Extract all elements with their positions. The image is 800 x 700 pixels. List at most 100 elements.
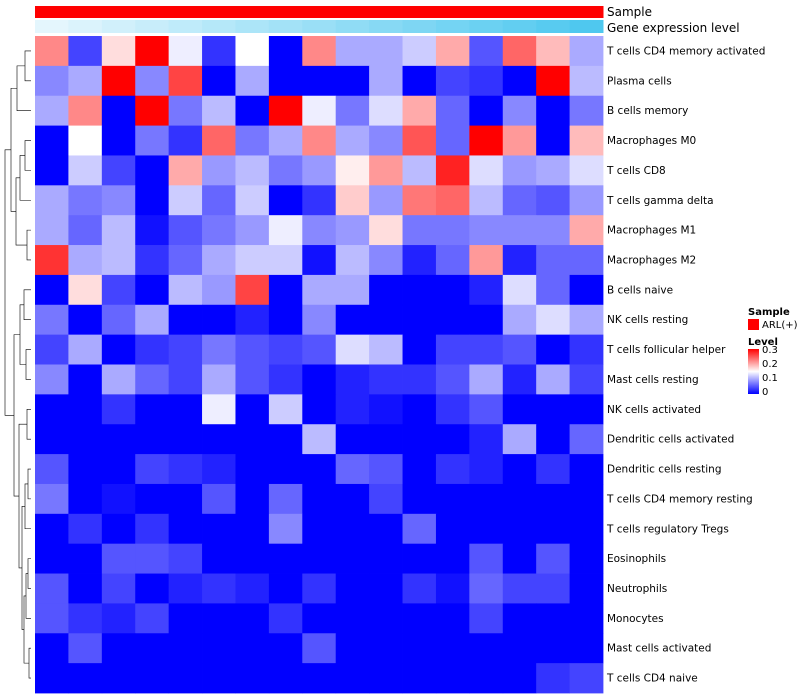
heatmap-cell xyxy=(202,483,236,515)
row-label: T cells follicular helper xyxy=(606,344,726,356)
heatmap-cell xyxy=(35,513,69,545)
heatmap-cell xyxy=(302,573,337,604)
dendrogram-branch xyxy=(15,177,27,246)
heatmap-cell xyxy=(402,185,437,216)
heatmap-cell xyxy=(35,454,69,485)
heatmap-cell xyxy=(101,65,136,97)
expression-track-cell xyxy=(135,20,170,33)
row-label: B cells naive xyxy=(607,284,673,296)
heatmap-cell xyxy=(435,364,470,395)
heatmap-cell xyxy=(202,364,236,395)
legend-tick: 0 xyxy=(762,387,768,398)
heatmap-cell xyxy=(469,215,504,246)
heatmap-cell xyxy=(502,394,537,425)
heatmap-cell xyxy=(335,215,370,246)
heatmap-cell xyxy=(202,304,236,336)
heatmap-cell xyxy=(135,573,170,604)
heatmap-cell xyxy=(68,633,103,664)
heatmap-cell xyxy=(469,543,504,574)
heatmap-cell xyxy=(268,543,303,574)
heatmap-cell xyxy=(35,483,69,515)
dendrogram-branch xyxy=(24,140,31,171)
heatmap-cell xyxy=(369,185,403,216)
heatmap-cell xyxy=(369,125,403,156)
heatmap-cell xyxy=(168,663,203,694)
heatmap-cell xyxy=(268,334,303,365)
heatmap-cell xyxy=(469,125,504,156)
heatmap-cell xyxy=(335,334,370,365)
heatmap-cell xyxy=(35,304,69,336)
row-label: Eosinophils xyxy=(607,553,666,565)
heatmap-cell xyxy=(402,513,437,545)
heatmap-cell xyxy=(369,334,403,365)
heatmap-cell xyxy=(202,125,236,156)
heatmap-cell xyxy=(68,95,103,126)
heatmap-cell xyxy=(101,155,136,186)
heatmap-cell xyxy=(168,424,203,455)
heatmap-cell xyxy=(101,394,136,425)
legend-sample-title: Sample xyxy=(748,307,790,318)
heatmap-cell xyxy=(202,65,236,97)
heatmap-cell xyxy=(168,454,203,485)
expression-track-cell xyxy=(402,20,437,33)
heatmap-cell xyxy=(268,36,303,67)
heatmap-cell xyxy=(502,215,537,246)
heatmap-cell xyxy=(469,364,504,395)
heatmap-cell xyxy=(402,543,437,574)
heatmap-cell xyxy=(335,155,370,186)
heatmap-cell xyxy=(502,274,537,306)
heatmap-cell xyxy=(369,65,403,97)
heatmap-cell xyxy=(435,633,470,664)
heatmap-cell xyxy=(202,185,236,216)
heatmap-cell xyxy=(268,364,303,395)
heatmap-cell xyxy=(135,95,170,126)
heatmap-cell xyxy=(569,245,604,276)
heatmap-cell xyxy=(369,36,403,67)
heatmap-cell xyxy=(135,603,170,634)
heatmap-cell xyxy=(235,663,270,694)
heatmap-cell xyxy=(469,334,504,365)
heatmap-cell xyxy=(302,483,337,515)
heatmap-cell xyxy=(302,65,337,97)
heatmap-cell xyxy=(502,573,537,604)
heatmap-cell xyxy=(235,215,270,246)
heatmap-cell xyxy=(569,424,604,455)
heatmap-cell xyxy=(369,603,403,634)
heatmap-cell xyxy=(35,185,69,216)
heatmap-cell xyxy=(268,215,303,246)
heatmap-cell xyxy=(335,573,370,604)
heatmap-cell xyxy=(135,633,170,664)
expression-track-cell xyxy=(369,20,404,33)
heatmap-cell xyxy=(335,603,370,634)
heatmap-cell xyxy=(569,95,604,126)
heatmap-cell xyxy=(569,334,604,365)
heatmap-cell xyxy=(569,573,604,604)
row-label: Neutrophils xyxy=(607,583,667,595)
heatmap-cell xyxy=(68,274,103,306)
row-label: T cells CD4 memory activated xyxy=(606,45,765,57)
heatmap-cell xyxy=(435,215,470,246)
heatmap-cell xyxy=(435,125,470,156)
heatmap-cell xyxy=(202,394,236,425)
heatmap-cell xyxy=(35,65,69,97)
expression-track-cell xyxy=(302,20,337,33)
heatmap-cell xyxy=(268,483,303,515)
heatmap-cell xyxy=(235,155,270,186)
heatmap-cell xyxy=(469,185,504,216)
heatmap-cell xyxy=(101,483,136,515)
heatmap-cell xyxy=(68,483,103,515)
heatmap-cell xyxy=(536,364,570,395)
legend-tick: 0.1 xyxy=(762,373,778,384)
heatmap-cell xyxy=(268,394,303,425)
heatmap-cell xyxy=(68,245,103,276)
row-dendrogram xyxy=(4,50,31,679)
expression-track-cell xyxy=(35,20,69,33)
heatmap-cell xyxy=(235,274,270,306)
heatmap-cell xyxy=(502,633,537,664)
heatmap-cell xyxy=(202,334,236,365)
heatmap-cell xyxy=(101,424,136,455)
sample-track-cell xyxy=(335,6,370,18)
heatmap-cell xyxy=(435,663,470,694)
heatmap-cell xyxy=(369,364,403,395)
heatmap-cell xyxy=(536,633,570,664)
